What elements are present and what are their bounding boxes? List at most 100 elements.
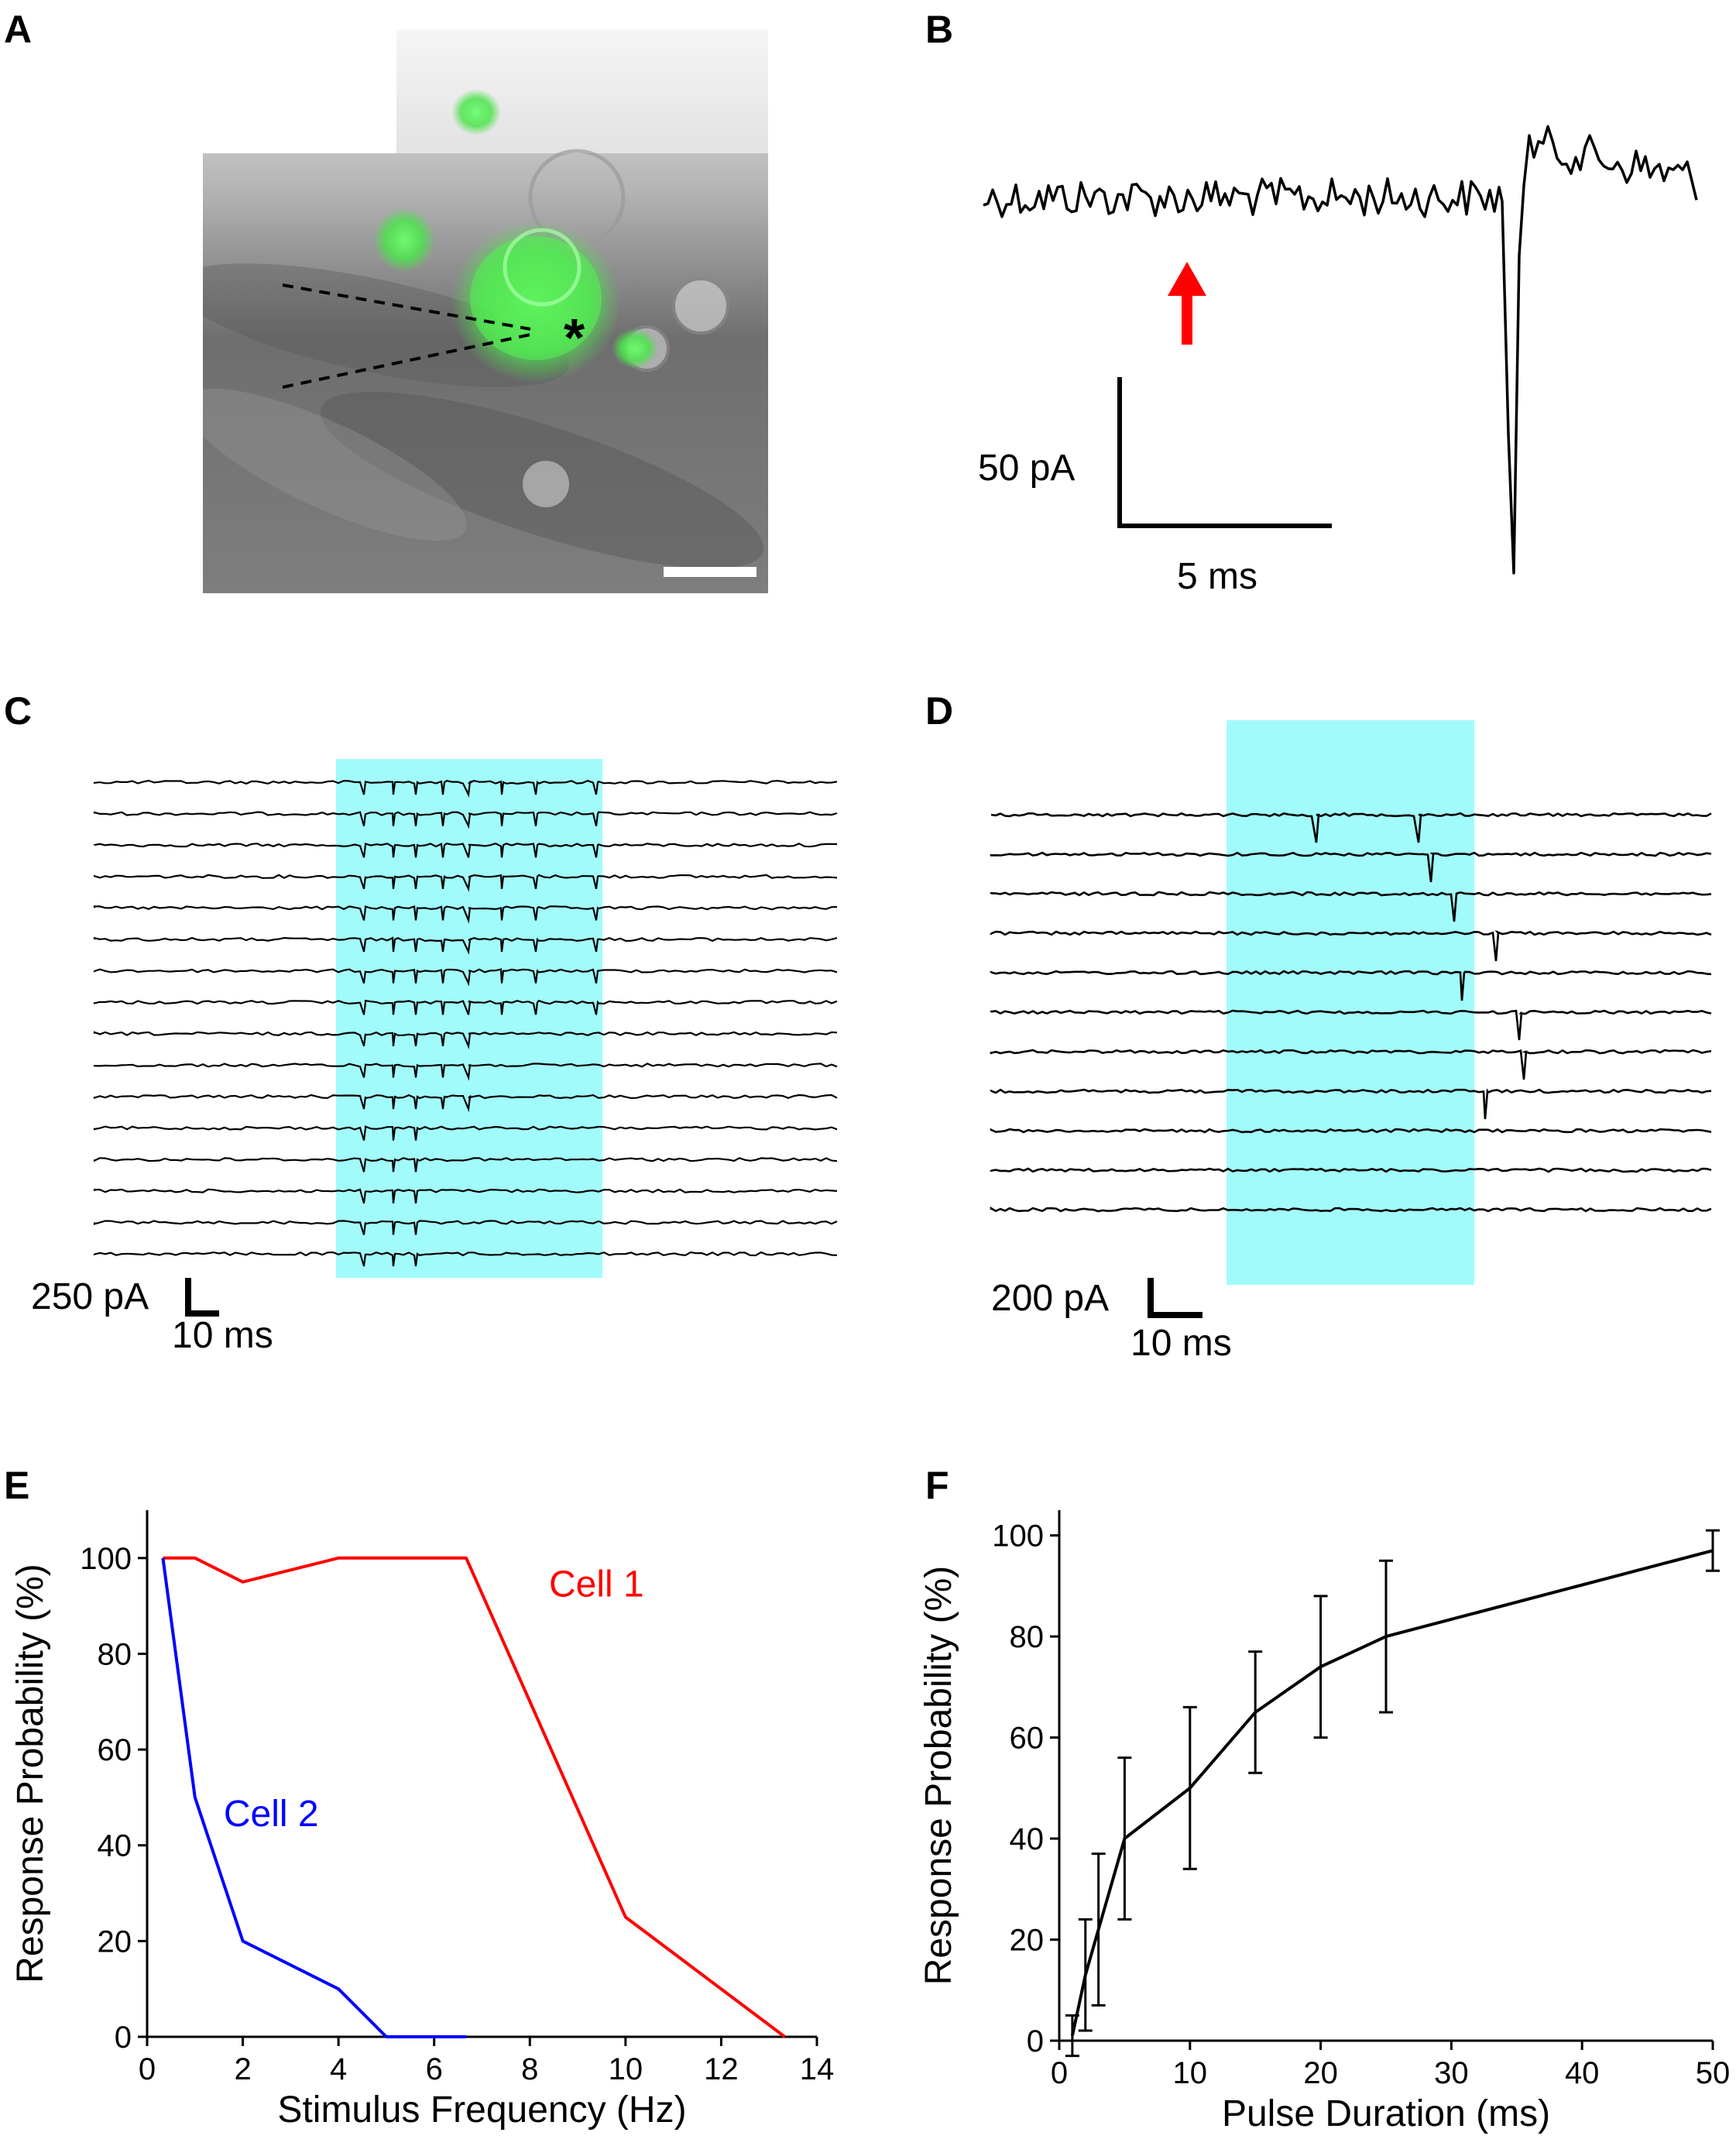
y-tick-label: 40	[1010, 1822, 1045, 1856]
trace	[93, 779, 838, 798]
current-trace	[983, 125, 1698, 575]
x-axis-label: Stimulus Frequency (Hz)	[277, 2089, 686, 2131]
y-tick-label: 20	[98, 1925, 132, 1959]
series-group	[1065, 1529, 1720, 2058]
trace	[990, 812, 1712, 843]
y-tick-label: 80	[98, 1637, 132, 1671]
trace	[93, 1251, 838, 1267]
y-axis-label: Response Probability (%)	[10, 1564, 51, 1983]
x-tick-label: 12	[704, 2052, 739, 2086]
y-tick-label: 80	[1010, 1620, 1045, 1654]
trace	[93, 1125, 838, 1141]
y-tick-label: 20	[1010, 1924, 1045, 1958]
panel-d-traces: 200 pA 10 ms	[990, 720, 1712, 1364]
arrow-shaft	[1182, 287, 1192, 345]
panel-label-a: A	[4, 8, 32, 51]
y-tick-label: 0	[1027, 2024, 1044, 2058]
y-ticks: 0 20 40 60 80 100	[80, 1542, 147, 2055]
x-tick-label: 6	[426, 2052, 443, 2086]
error-bar	[1078, 1918, 1093, 2032]
chart-f: 0 10 20 30 40 50 0 20 40 60 80 100 Pulse Duration …	[918, 1510, 1730, 2134]
x-tick-label: 10	[1173, 2056, 1208, 2090]
scale-x-label: 10 ms	[172, 1315, 273, 1356]
scale-bar	[664, 567, 756, 577]
x-tick-label: 0	[1051, 2056, 1068, 2090]
trace	[93, 936, 838, 955]
trace	[93, 1157, 838, 1173]
panel-a-micrograph: *	[203, 29, 768, 593]
error-bar	[1182, 1705, 1197, 1870]
x-tick-label: 2	[234, 2052, 251, 2086]
x-ticks: 0 2 4 6 8 10 12 14	[139, 2037, 834, 2086]
series-line-2	[161, 1557, 467, 2038]
series-group	[161, 1556, 786, 2038]
x-tick-label: 40	[1565, 2056, 1600, 2090]
y-tick-label: 100	[992, 1519, 1044, 1554]
x-tick-label: 4	[330, 2052, 347, 2086]
x-axis-label: Pulse Duration (ms)	[1222, 2093, 1550, 2134]
micrograph-top-left-blank	[203, 29, 396, 153]
trace	[93, 1188, 838, 1204]
x-ticks: 0 10 20 30 40 50	[1051, 2041, 1730, 2090]
x-tick-label: 20	[1303, 2056, 1338, 2090]
error-bar	[1379, 1559, 1393, 1714]
y-tick-label: 100	[80, 1542, 132, 1576]
panel-label-f: F	[925, 1464, 949, 1507]
trace	[93, 999, 838, 1015]
trace	[990, 1009, 1712, 1041]
scale-bar-d: 200 pA 10 ms	[991, 1278, 1232, 1364]
trace	[93, 1031, 838, 1049]
gfp-cell-patched-rim	[503, 228, 582, 307]
series-label-cell-2: Cell 2	[224, 1794, 319, 1835]
y-ticks: 0 20 40 60 80 100	[992, 1519, 1059, 2058]
panel-label-b: B	[925, 8, 953, 51]
scale-y-label: 200 pA	[991, 1278, 1109, 1319]
x-tick-label: 0	[139, 2052, 156, 2086]
patched-cell-marker: *	[564, 307, 585, 368]
trace	[93, 811, 838, 829]
x-tick-label: 14	[800, 2052, 835, 2086]
panel-c-traces: 250 pA 10 ms	[31, 759, 838, 1356]
y-tick-label: 60	[98, 1733, 132, 1767]
light-stimulus-window	[1227, 720, 1474, 1285]
series-line-1	[1070, 1549, 1714, 2036]
x-tick-label: 50	[1696, 2056, 1731, 2090]
trace	[93, 905, 838, 924]
trace	[93, 1094, 838, 1113]
trace	[93, 1063, 838, 1081]
error-bar	[1117, 1756, 1132, 1921]
trace	[990, 851, 1712, 883]
scale-bar-c: 250 pA 10 ms	[31, 1276, 273, 1356]
cell-outline	[672, 277, 729, 335]
panel-label-d: D	[925, 689, 953, 733]
trace-stack	[990, 812, 1712, 1213]
panel-label-e: E	[4, 1464, 29, 1507]
y-axis-label: Response Probability (%)	[918, 1566, 959, 1986]
series-label-cell-1: Cell 1	[549, 1564, 644, 1605]
trace	[93, 1220, 838, 1235]
panel-b-trace: 50 pA 5 ms	[978, 125, 1698, 597]
y-tick-label: 0	[115, 2021, 132, 2055]
trace	[990, 1206, 1712, 1213]
error-bar	[1706, 1529, 1720, 1572]
pipette-outline-lower	[282, 333, 531, 389]
y-tick-label: 40	[98, 1829, 132, 1863]
gfp-cell-small	[451, 89, 501, 136]
scale-y-label: 250 pA	[31, 1276, 149, 1317]
scale-y-label: 50 pA	[978, 448, 1075, 489]
scale-x-label: 5 ms	[1177, 556, 1257, 597]
error-bar	[1091, 1852, 1106, 2007]
trace	[93, 968, 838, 987]
gfp-cell-left	[373, 208, 435, 273]
cell-outline	[523, 461, 569, 507]
trace-stack	[93, 779, 838, 1267]
trace	[990, 1049, 1712, 1080]
series-line-1	[163, 1556, 786, 2038]
trace	[990, 891, 1712, 922]
pipette-outline-upper	[282, 283, 531, 331]
trace	[990, 1088, 1712, 1120]
scale-bar-b: 50 pA 5 ms	[978, 377, 1332, 597]
error-bar	[1065, 2014, 1079, 2058]
tissue-fiber	[203, 388, 467, 541]
